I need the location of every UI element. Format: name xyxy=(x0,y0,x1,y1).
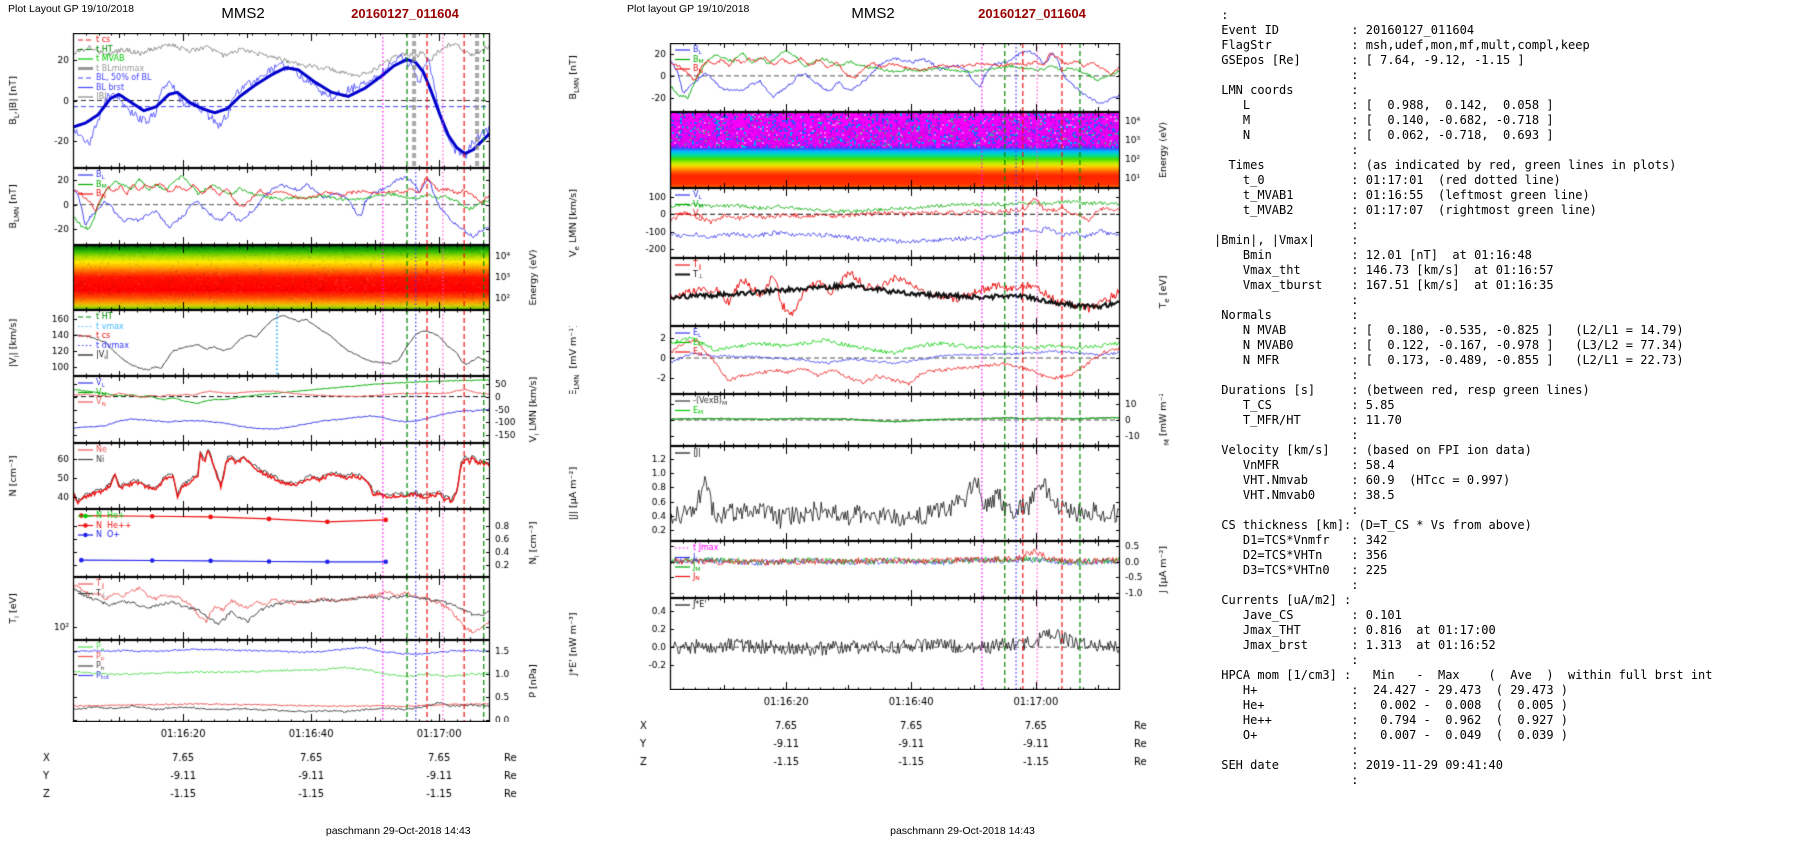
spacecraft-title: MMS2 xyxy=(851,5,895,22)
middle-panels-stack xyxy=(560,43,1190,690)
event-id-title: 20160127_011604 xyxy=(351,6,459,21)
panel-m3-plot xyxy=(560,188,1190,258)
middle-time-axis-block xyxy=(560,690,1190,841)
middle-plot-column: Plot layout GP 19/10/2018 MMS2 20160127_… xyxy=(560,0,1190,841)
panel-p9-plot xyxy=(0,640,560,722)
panel-m5-plot xyxy=(560,326,1190,394)
panel-p4-plot xyxy=(0,310,560,376)
panel-p2-plot xyxy=(0,168,560,245)
panel-m4-plot xyxy=(560,258,1190,326)
panel-p7-plot xyxy=(0,509,560,577)
panel-m8-plot xyxy=(560,541,1190,598)
middle-footer: paschmann 29-Oct-2018 14:43 xyxy=(890,825,1035,837)
plot-layout-label: Plot layout GP 19/10/2018 xyxy=(627,3,750,15)
panel-p1-plot xyxy=(0,33,560,168)
panel-p6-plot xyxy=(0,443,560,509)
panel-m6-plot xyxy=(560,394,1190,446)
spacecraft-title: MMS2 xyxy=(221,5,265,22)
panel-m2-plot xyxy=(560,112,1190,188)
plot-layout-label: Plot Layout GP 19/10/2018 xyxy=(8,3,134,15)
event-info-panel: : Event ID : 20160127_011604 FlagStr : m… xyxy=(1214,8,1713,787)
panel-m7-plot xyxy=(560,446,1190,541)
left-time-axis-block xyxy=(0,722,560,841)
panel-p8-plot xyxy=(0,577,560,640)
panel-p5-plot xyxy=(0,376,560,443)
left-panels-stack xyxy=(0,33,560,722)
panel-m1-plot xyxy=(560,43,1190,112)
panel-m9-plot xyxy=(560,598,1190,690)
left-footer: paschmann 29-Oct-2018 14:43 xyxy=(325,825,471,837)
left-plot-column: Plot Layout GP 19/10/2018 MMS2 20160127_… xyxy=(0,0,560,841)
panel-p3-plot xyxy=(0,245,560,310)
event-id-title: 20160127_011604 xyxy=(978,6,1086,21)
